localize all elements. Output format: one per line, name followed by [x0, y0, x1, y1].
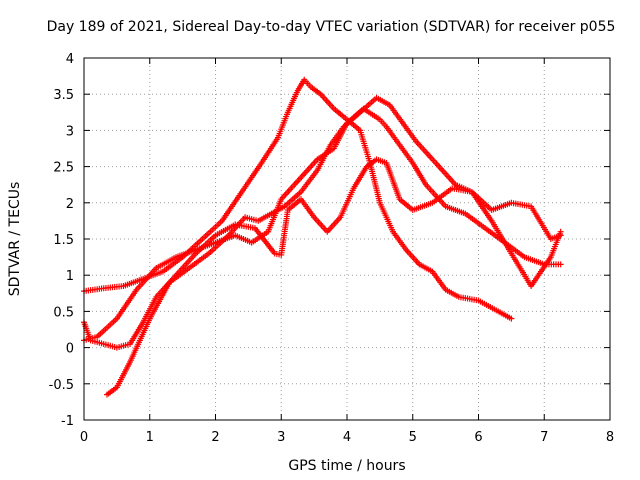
x-tick-label: 4: [343, 430, 351, 445]
data-marker: [557, 261, 564, 268]
y-tick-label: 2.5: [53, 161, 74, 176]
x-tick-label: 6: [474, 430, 482, 445]
x-tick-label: 5: [409, 430, 417, 445]
y-tick-label: 1: [66, 269, 74, 284]
x-tick-label: 7: [540, 430, 548, 445]
data-marker: [557, 232, 564, 239]
y-tick-label: -1: [61, 414, 74, 429]
x-tick-label: 1: [146, 430, 154, 445]
x-tick-label: 8: [606, 430, 614, 445]
y-tick-label: -0.5: [49, 378, 74, 393]
data-marker: [508, 315, 515, 322]
y-tick-label: 0: [66, 342, 74, 357]
x-tick-label: 2: [211, 430, 219, 445]
series-track-b: [81, 105, 564, 344]
y-tick-label: 4: [66, 52, 74, 67]
plot-border: [83, 57, 611, 421]
data-markers: [81, 76, 564, 398]
y-axis-label: SDTVAR / TECUs: [7, 182, 23, 297]
grid: [84, 58, 610, 420]
y-tick-label: 0.5: [53, 305, 74, 320]
y-tick-label: 1.5: [53, 233, 74, 248]
x-tick-label: 0: [80, 430, 88, 445]
x-tick-label: 3: [277, 430, 285, 445]
y-tick-label: 2: [66, 197, 74, 212]
y-tick-label: 3: [66, 124, 74, 139]
x-axis-label: GPS time / hours: [288, 458, 405, 474]
y-tick-label: 3.5: [53, 88, 74, 103]
axis-ticks: 0 1 2 3 4 5 6 7 8 -1 -0.5 0 0.5 1 1.5 2 2.5 3 3.5 4: [49, 52, 615, 445]
series-track-c: [104, 94, 564, 398]
chart-title: Day 189 of 2021, Sidereal Day-to-day VTE…: [47, 19, 616, 35]
series-track-d: [81, 156, 564, 351]
